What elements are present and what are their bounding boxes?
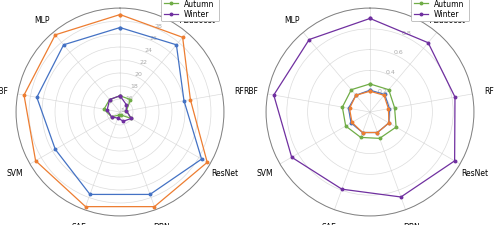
Legend: Spring, Summer, Autumn, Winter: Spring, Summer, Autumn, Winter xyxy=(161,0,220,22)
Legend: Spring, Summer, Autumn, Winter: Spring, Summer, Autumn, Winter xyxy=(411,0,470,22)
